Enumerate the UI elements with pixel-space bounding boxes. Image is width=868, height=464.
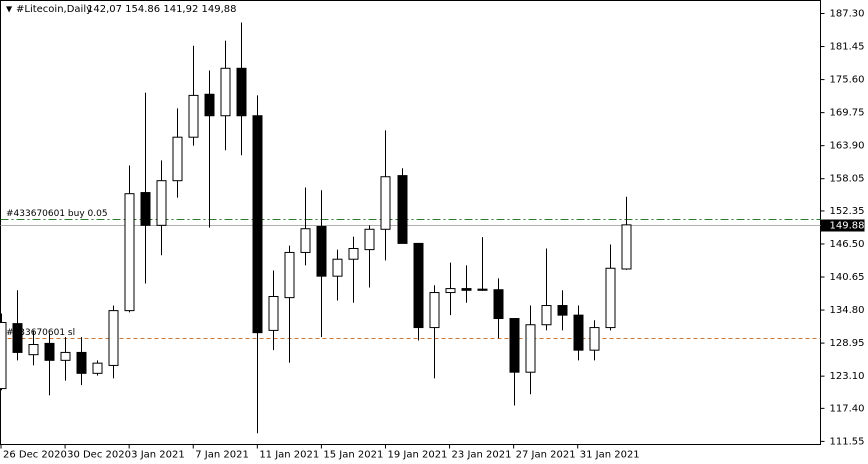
y-tick-label: 163.90 [830, 141, 865, 152]
y-tick-label: 123.10 [830, 371, 865, 382]
last-price-box [820, 219, 865, 232]
candle-body [605, 267, 616, 329]
candle-body [12, 323, 23, 353]
y-tick-label: 152.35 [830, 206, 865, 217]
x-tick-label: 30 Dec 2020 [67, 450, 131, 461]
candle-body [364, 228, 375, 251]
y-tick-label: 117.40 [830, 403, 865, 414]
candle-body [621, 224, 632, 270]
chart-title: #Litecoin,Daily [16, 4, 92, 15]
candle-body [236, 67, 247, 117]
y-tick-label: 134.80 [830, 305, 865, 316]
candle-body [172, 136, 183, 182]
candle-body [316, 225, 327, 277]
y-tick-label: 128.95 [830, 338, 865, 349]
candle-body [429, 292, 440, 329]
last-price-label: 149.88 [830, 221, 865, 232]
y-tick-label: 181.45 [830, 42, 865, 53]
x-tick-label: 31 Jan 2021 [580, 450, 640, 461]
candle-body [557, 305, 568, 316]
y-tick-label: 146.50 [830, 239, 865, 250]
candle-body [92, 362, 103, 374]
x-tick-label: 15 Jan 2021 [323, 450, 383, 461]
candle-body [493, 289, 504, 320]
candle-body [0, 321, 7, 390]
candle-body [188, 94, 199, 138]
y-tick-label: 169.75 [830, 108, 865, 119]
candle-body [124, 193, 135, 312]
y-tick-label: 187.30 [830, 8, 865, 19]
candle-body [60, 351, 71, 361]
candle-body [44, 342, 55, 361]
y-tick-label: 140.65 [830, 272, 865, 283]
y-tick-label: 158.05 [830, 174, 865, 185]
ohlc-header: 142,07 154.86 141,92 149,88 [87, 4, 237, 15]
x-tick-label: 23 Jan 2021 [452, 450, 512, 461]
candle-body [28, 344, 39, 356]
candle-body [300, 228, 311, 253]
x-tick-label: 3 Jan 2021 [131, 450, 185, 461]
order-label: #433670601 buy 0.05 [6, 209, 108, 219]
candle-body [140, 192, 151, 226]
x-tick-label: 26 Dec 2020 [3, 450, 67, 461]
candle-body [541, 305, 552, 326]
candle-body [220, 67, 231, 117]
y-tick-label: 175.60 [830, 75, 865, 86]
candle-body [268, 296, 279, 331]
candle-body [332, 258, 343, 277]
candle-body [589, 327, 600, 351]
candle-body [573, 314, 584, 351]
candle-body [252, 115, 263, 334]
candle-body [461, 288, 472, 291]
candle-body [348, 247, 359, 260]
candle-body [284, 251, 295, 299]
candle-body [76, 351, 87, 374]
candle-body [413, 242, 424, 329]
candle-body [397, 175, 408, 244]
candle-body [525, 324, 536, 373]
candle-body [156, 180, 167, 226]
candle-body [204, 93, 215, 117]
plot-frame [0, 0, 821, 445]
y-tick-label: 111.55 [830, 436, 865, 447]
candle-body [509, 318, 520, 373]
x-tick-label: 7 Jan 2021 [195, 450, 249, 461]
candle-body [445, 288, 456, 294]
order-label: #433670601 sl [6, 328, 75, 338]
x-tick-label: 19 Jan 2021 [387, 450, 447, 461]
x-tick-label: 27 Jan 2021 [516, 450, 576, 461]
candle-body [477, 288, 488, 291]
collapse-arrow[interactable]: ▼ [6, 5, 13, 14]
candle-body [380, 176, 391, 230]
candle-body [108, 310, 119, 366]
x-tick-label: 11 Jan 2021 [259, 450, 319, 461]
